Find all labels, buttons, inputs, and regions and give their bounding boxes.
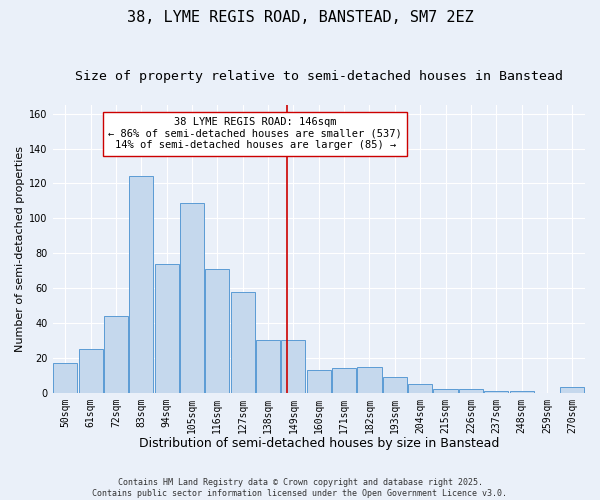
Text: 38 LYME REGIS ROAD: 146sqm
← 86% of semi-detached houses are smaller (537)
14% o: 38 LYME REGIS ROAD: 146sqm ← 86% of semi… bbox=[109, 117, 402, 150]
Y-axis label: Number of semi-detached properties: Number of semi-detached properties bbox=[15, 146, 25, 352]
Bar bbox=[180, 202, 204, 392]
Text: 38, LYME REGIS ROAD, BANSTEAD, SM7 2EZ: 38, LYME REGIS ROAD, BANSTEAD, SM7 2EZ bbox=[127, 10, 473, 25]
X-axis label: Distribution of semi-detached houses by size in Banstead: Distribution of semi-detached houses by … bbox=[139, 437, 499, 450]
Bar bbox=[383, 377, 407, 392]
Bar bbox=[307, 370, 331, 392]
Bar bbox=[459, 389, 483, 392]
Bar bbox=[281, 340, 305, 392]
Bar bbox=[560, 388, 584, 392]
Bar bbox=[484, 391, 508, 392]
Bar bbox=[155, 264, 179, 392]
Bar bbox=[509, 391, 533, 392]
Bar bbox=[230, 292, 255, 392]
Bar bbox=[433, 389, 458, 392]
Bar bbox=[358, 366, 382, 392]
Bar bbox=[408, 384, 432, 392]
Title: Size of property relative to semi-detached houses in Banstead: Size of property relative to semi-detach… bbox=[75, 70, 563, 83]
Bar bbox=[79, 349, 103, 393]
Text: Contains HM Land Registry data © Crown copyright and database right 2025.
Contai: Contains HM Land Registry data © Crown c… bbox=[92, 478, 508, 498]
Bar bbox=[205, 269, 229, 392]
Bar bbox=[129, 176, 154, 392]
Bar bbox=[256, 340, 280, 392]
Bar bbox=[104, 316, 128, 392]
Bar bbox=[332, 368, 356, 392]
Bar bbox=[53, 363, 77, 392]
